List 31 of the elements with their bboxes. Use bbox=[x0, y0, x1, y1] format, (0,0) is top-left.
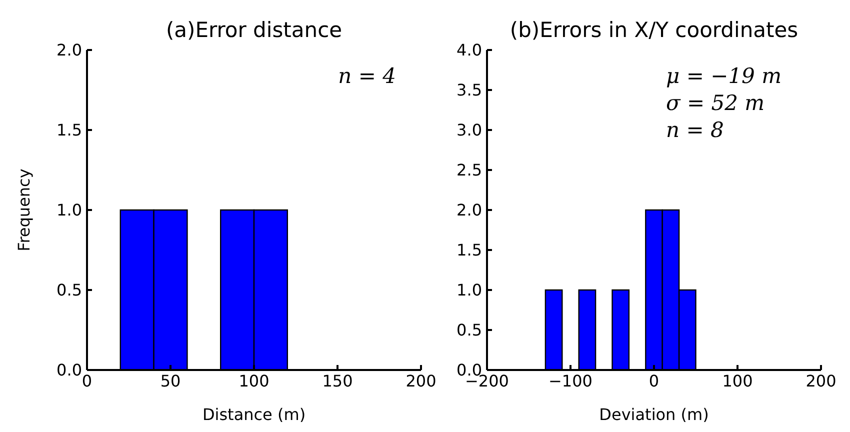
annotation: n = 8 bbox=[666, 118, 724, 142]
y-axis-title: Frequency bbox=[14, 168, 34, 252]
x-tick-label: 150 bbox=[322, 371, 353, 390]
y-tick-label: 0.0 bbox=[56, 360, 82, 380]
x-tick-label: 200 bbox=[406, 371, 436, 390]
y-tick-label: 4.0 bbox=[456, 40, 482, 60]
x-tick-label: 0 bbox=[82, 371, 92, 390]
y-tick-label: 2.0 bbox=[456, 200, 482, 220]
y-tick-label: 1.5 bbox=[456, 240, 482, 260]
x-axis-title: Distance (m) bbox=[202, 405, 306, 424]
y-tick-label: 3.0 bbox=[456, 120, 482, 140]
y-tick-label: 0.5 bbox=[56, 280, 82, 300]
x-tick-label: 100 bbox=[722, 371, 753, 390]
y-tick-label: 1.5 bbox=[56, 120, 82, 140]
y-tick-label: 1.0 bbox=[456, 280, 482, 300]
y-tick-label: 0.5 bbox=[456, 320, 482, 340]
x-tick-label: 0 bbox=[648, 371, 660, 390]
x-tick-label: 50 bbox=[160, 371, 181, 390]
x-tick-label: 200 bbox=[806, 371, 836, 390]
annotation: μ = −19 m bbox=[666, 64, 782, 88]
chart-title: (a)Error distance bbox=[164, 18, 344, 42]
x-tick-label: −100 bbox=[548, 371, 592, 390]
annotation: n = 4 bbox=[337, 64, 396, 88]
y-tick-label: 3.5 bbox=[456, 80, 482, 100]
y-tick-label: 1.0 bbox=[56, 200, 82, 220]
y-tick-label: 2.0 bbox=[56, 40, 82, 60]
y-tick-label: 2.5 bbox=[456, 160, 482, 180]
x-axis-title: Deviation (m) bbox=[599, 405, 709, 424]
x-tick-label: 100 bbox=[238, 371, 270, 390]
annotation: σ = 52 m bbox=[666, 91, 765, 115]
chart-title: (b)Errors in X/Y coordinates bbox=[508, 18, 800, 42]
